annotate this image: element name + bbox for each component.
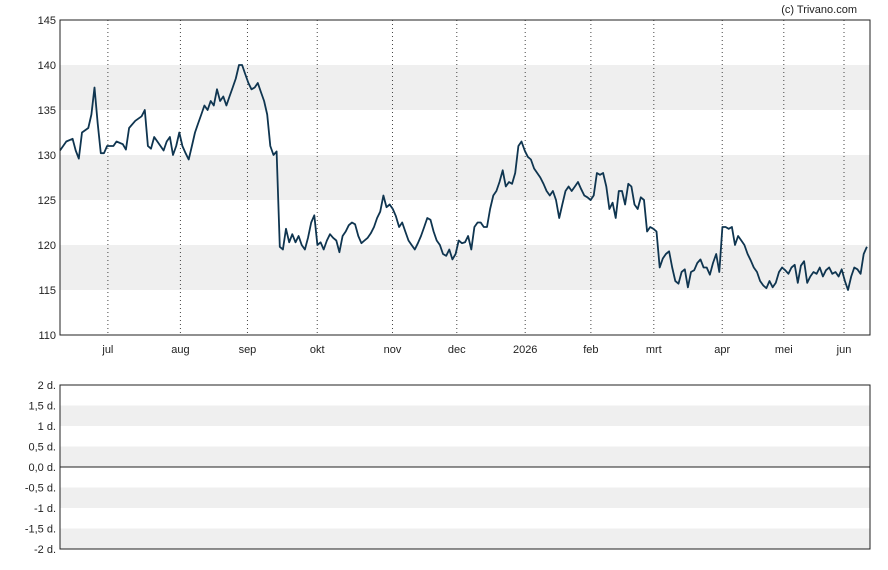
y2-tick-label-0: -2 d. <box>34 544 56 556</box>
price-line-chart: jul aug sep okt nov dec 2026 feb mrt apr mei jun 110… <box>38 15 871 356</box>
x-tick-label-2026: 2026 <box>513 344 537 356</box>
x-tick-label-okt: okt <box>310 344 325 356</box>
band-bottom-4 <box>60 446 870 467</box>
x-tick-label-mei: mei <box>775 344 793 356</box>
y2-tick-label-4: 0,0 d. <box>28 462 56 474</box>
y2-tick-label-2: -1 d. <box>34 503 56 515</box>
x-tick-label-aug: aug <box>171 344 189 356</box>
y2-tick-label-5: 0,5 d. <box>28 442 56 454</box>
y-tick-label-120: 120 <box>38 240 56 252</box>
y-tick-label-140: 140 <box>38 60 56 72</box>
credit-label: (c) Trivano.com <box>781 4 857 16</box>
y-tick-label-110: 110 <box>38 330 56 342</box>
x-tick-label-apr: apr <box>714 344 730 356</box>
x-tick-label-nov: nov <box>384 344 402 356</box>
y-tick-label-135: 135 <box>38 105 56 117</box>
y-tick-label-125: 125 <box>38 195 56 207</box>
bottom-chart-frame <box>59 384 871 550</box>
band-bottom-0 <box>60 528 870 549</box>
band-bottom-2 <box>60 487 870 508</box>
band-bottom-6 <box>60 405 870 426</box>
y-tick-label-130: 130 <box>38 150 56 162</box>
x-tick-label-dec: dec <box>448 344 466 356</box>
band-top-135 <box>60 65 870 110</box>
y-tick-label-115: 115 <box>38 285 56 297</box>
y2-tick-label-8: 2 d. <box>38 380 56 392</box>
y2-tick-label-3: -0,5 d. <box>25 483 56 495</box>
band-top-115 <box>60 245 870 290</box>
price-series-line <box>59 64 868 291</box>
y-tick-label-145: 145 <box>38 15 56 27</box>
x-tick-label-mrt: mrt <box>646 344 662 356</box>
x-tick-label-sep: sep <box>239 344 257 356</box>
top-chart-frame <box>59 19 871 336</box>
x-tick-label-jul: jul <box>101 344 113 356</box>
band-top-125 <box>60 155 870 200</box>
y2-tick-label-6: 1 d. <box>38 421 56 433</box>
x-tick-label-feb: feb <box>583 344 598 356</box>
y2-tick-label-7: 1,5 d. <box>28 401 56 413</box>
bottom-indicator-chart: -2 d. -1,5 d. -1 d. -0,5 d. 0,0 d. 0,5 d. 1 d.… <box>25 380 871 556</box>
y2-tick-label-1: -1,5 d. <box>25 524 56 536</box>
x-tick-label-jun: jun <box>836 344 852 356</box>
